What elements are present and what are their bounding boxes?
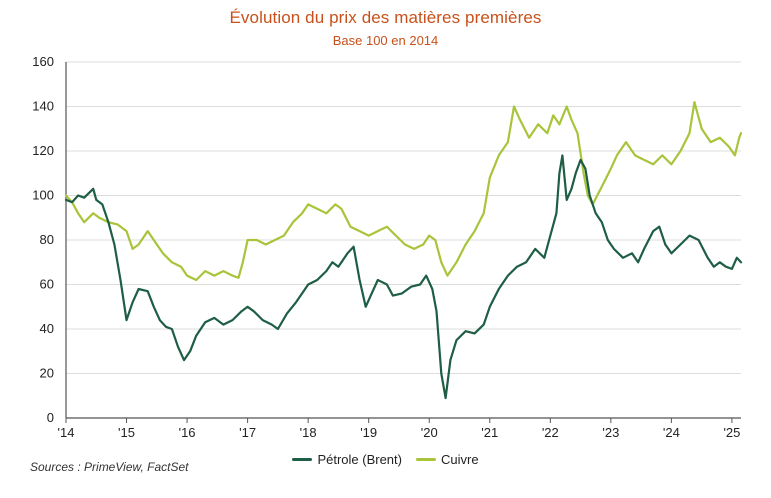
legend-item-cuivre: Cuivre (415, 452, 479, 467)
x-tick-label: '22 (542, 425, 559, 440)
y-tick-label: 140 (32, 99, 54, 114)
y-tick-label: 60 (40, 277, 54, 292)
legend-label-petrole: Pétrole (Brent) (317, 452, 402, 467)
axes: 0 20 40 60 80 100 120 140 160 '14 '15 '16 '17 '18 '19 '… (32, 54, 740, 440)
series-lines (64, 101, 743, 400)
y-tick-label: 80 (40, 232, 54, 247)
legend-swatch-petrole (292, 458, 313, 461)
chart-title: Évolution du prix des matières premières (229, 8, 542, 27)
y-tick-label: 160 (32, 54, 54, 69)
legend-label-cuivre: Cuivre (440, 452, 479, 467)
x-tick-label: '23 (602, 425, 619, 440)
x-tick-label: '19 (360, 425, 377, 440)
series-line-petrole (64, 154, 743, 400)
x-tick-label: '16 (179, 425, 196, 440)
grid-lines (66, 61, 741, 419)
y-tick-label: 120 (32, 143, 54, 158)
x-tick-label: '21 (481, 425, 498, 440)
source-note: Sources : PrimeView, FactSet (30, 460, 189, 474)
x-tick-label: '18 (300, 425, 317, 440)
x-tick-label: '24 (663, 425, 680, 440)
y-tick-label: 0 (47, 410, 54, 425)
x-tick-label: '17 (239, 425, 256, 440)
y-tick-label: 40 (40, 321, 54, 336)
legend-swatch-cuivre (415, 458, 436, 461)
x-tick-label: '15 (118, 425, 135, 440)
legend-item-petrole: Pétrole (Brent) (292, 452, 402, 467)
y-tick-label: 100 (32, 188, 54, 203)
x-tick-label: '20 (421, 425, 438, 440)
series-line-cuivre (64, 101, 743, 282)
chart-subtitle: Base 100 en 2014 (332, 33, 439, 48)
x-tick-label: '14 (58, 425, 75, 440)
x-tick-label: '25 (723, 425, 740, 440)
chart-legend: Pétrole (Brent) Cuivre (0, 452, 771, 467)
y-tick-label: 20 (40, 366, 54, 381)
